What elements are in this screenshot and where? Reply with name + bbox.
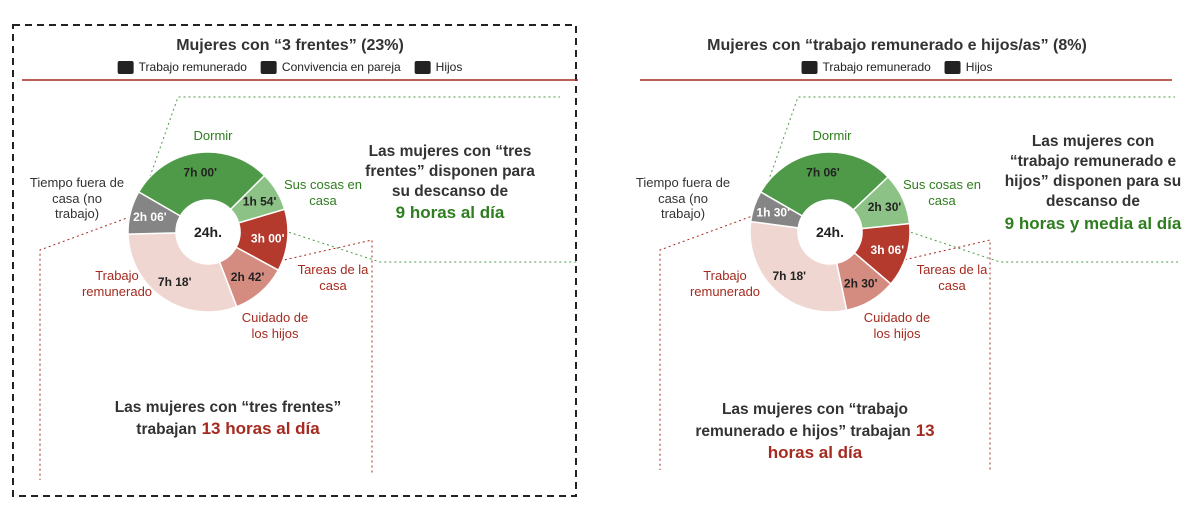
value-label: 3h 06' bbox=[871, 243, 905, 257]
note-highlight: 13 horas al día bbox=[201, 419, 320, 439]
center-label: 24h. bbox=[816, 224, 844, 240]
legend: Trabajo remunerado Hijos bbox=[801, 60, 993, 74]
category-label: Dormir bbox=[812, 128, 852, 143]
legend-icon bbox=[944, 60, 961, 74]
value-label: 1h 30' bbox=[756, 206, 790, 220]
category-label: Cuidado de los hijos bbox=[241, 310, 309, 341]
work-note: Las mujeres con “tres frentes” trabajan 1… bbox=[88, 398, 368, 440]
category-label: Trabajo remunerado bbox=[81, 268, 153, 299]
category-label: Sus cosas en casa bbox=[283, 177, 363, 208]
note-text: Las mujeres con “tres frentes” trabajan bbox=[114, 399, 342, 439]
note-highlight: 13 horas al día bbox=[767, 421, 935, 463]
chart-title: Mujeres con “trabajo remunerado e hijos/… bbox=[707, 37, 1087, 54]
category-label: Tiempo fuera de casa (no trabajo) bbox=[29, 175, 125, 222]
value-label: 2h 06' bbox=[133, 210, 167, 224]
chart-title: Mujeres con “3 frentes” (23%) bbox=[176, 37, 404, 54]
legend-item: Trabajo remunerado bbox=[117, 60, 247, 74]
connector-lines bbox=[139, 96, 1178, 263]
value-label: 7h 06' bbox=[806, 165, 840, 179]
rest-note: Las mujeres con “tres frentes” disponen … bbox=[363, 142, 538, 225]
legend-item: Hijos bbox=[414, 60, 463, 74]
note-highlight: 9 horas al día bbox=[395, 203, 505, 223]
value-label: 1h 54' bbox=[243, 194, 277, 208]
category-label: Dormir bbox=[193, 128, 233, 143]
note-highlight: 9 horas y media al día bbox=[1004, 213, 1182, 233]
center-label: 24h. bbox=[194, 224, 222, 240]
note-text: Las mujeres con “trabajo remunerado e hi… bbox=[695, 401, 911, 441]
legend-icon bbox=[801, 60, 818, 74]
value-label: 2h 30' bbox=[868, 200, 902, 214]
donut-hole bbox=[176, 200, 240, 264]
legend: Trabajo remunerado Convivencia en pareja H… bbox=[117, 60, 463, 74]
legend-text: Hijos bbox=[965, 60, 993, 74]
value-label: 7h 18' bbox=[158, 275, 192, 289]
legend-icon bbox=[414, 60, 431, 74]
legend-text: Hijos bbox=[435, 60, 463, 74]
value-label: 7h 00' bbox=[183, 166, 217, 180]
value-label: 3h 00' bbox=[251, 231, 285, 245]
legend-icon bbox=[117, 60, 134, 74]
legend-text: Trabajo remunerado bbox=[138, 60, 247, 74]
value-label: 7h 18' bbox=[772, 269, 806, 283]
note-text: Las mujeres con “tres frentes” disponen … bbox=[365, 143, 535, 201]
category-label: Tareas de la casa bbox=[916, 262, 988, 293]
category-label: Sus cosas en casa bbox=[902, 177, 982, 208]
value-label: 2h 30' bbox=[844, 277, 878, 291]
work-note: Las mujeres con “trabajo remunerado e hi… bbox=[690, 400, 940, 464]
connector-lines bbox=[39, 214, 991, 480]
note-text: Las mujeres con “trabajo remunerado e hi… bbox=[1004, 133, 1182, 211]
legend-item: Hijos bbox=[944, 60, 993, 74]
category-label: Cuidado de los hijos bbox=[863, 310, 931, 341]
donut-hole bbox=[798, 200, 862, 264]
legend-text: Trabajo remunerado bbox=[822, 60, 931, 74]
legend-item: Convivencia en pareja bbox=[260, 60, 401, 74]
value-label: 2h 42' bbox=[231, 270, 265, 284]
category-label: Tareas de la casa bbox=[297, 262, 369, 293]
legend-item: Trabajo remunerado bbox=[801, 60, 931, 74]
legend-icon bbox=[260, 60, 277, 74]
legend-text: Convivencia en pareja bbox=[281, 60, 401, 74]
rest-note: Las mujeres con “trabajo remunerado e hi… bbox=[1001, 132, 1186, 235]
category-label: Trabajo remunerado bbox=[689, 268, 761, 299]
panel-border bbox=[12, 24, 577, 497]
category-label: Tiempo fuera de casa (no trabajo) bbox=[635, 175, 731, 222]
